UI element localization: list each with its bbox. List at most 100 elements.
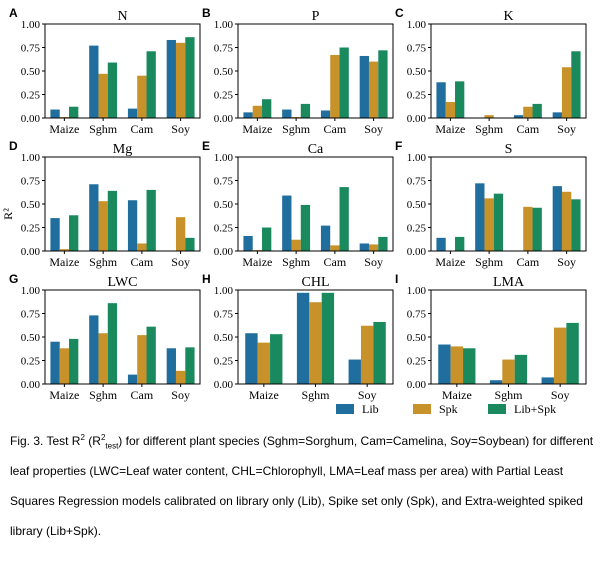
x-tick-label-cam: Cam [131,122,154,136]
y-tick-label: 1.00 [21,19,41,31]
y-tick-label: 0.00 [407,246,427,258]
bar-lib-cam [127,200,138,251]
y-tick-label: 1.00 [21,152,41,164]
panel-letter-f: F [395,139,402,153]
x-tick-label-maize: Maize [49,122,79,136]
panel-a: A N 0.00 0.25 0.50 0.75 1.00 Maize Sghm Cam Soy [9,6,201,136]
caption-part-3: ) for different plant species (Sghm=Sorg… [10,434,594,538]
y-tick-label: 0.75 [21,43,41,55]
y-tick-label: 0.25 [21,223,41,235]
bar-lib-maize [438,344,451,384]
bar-lib-cam [127,374,138,384]
panel-c: C K 0.00 0.25 0.50 0.75 1.00 Maize Sghm Cam Soy [395,6,587,136]
bar-lib-maize [436,82,446,118]
panel-title-c: K [503,9,513,24]
y-tick-label: 0.00 [214,113,234,125]
bar-spk-soy [360,325,374,384]
bar-lib-maize [245,333,258,384]
legend-swatch-lib [336,404,354,414]
bar-lib-spk-maize [455,236,465,251]
legend-label-spk: Spk [439,402,458,416]
x-tick-label-sghm: Sghm [475,122,504,136]
bar-lib-spk-sghm [107,190,118,251]
y-tick-label: 0.25 [214,90,234,102]
bar-spk-soy [175,217,186,251]
bar-lib-spk-cam [339,187,349,251]
bar-spk-soy [561,67,572,118]
x-tick-label-cam: Cam [324,122,347,136]
bar-lib-sghm [89,184,99,251]
y-tick-label: 0.25 [21,356,41,368]
x-tick-label-sghm: Sghm [301,388,330,402]
bar-lib-spk-maize [69,338,79,384]
bar-lib-maize [50,218,60,251]
x-tick-label-cam: Cam [517,122,540,136]
bar-lib-spk-sghm [107,303,118,384]
y-tick-label: 0.00 [214,379,234,391]
bar-lib-maize [243,235,253,251]
x-tick-label-cam: Cam [324,255,347,269]
bar-spk-maize [59,348,70,384]
y-tick-label: 1.00 [21,285,41,297]
bar-spk-maize [59,249,70,251]
plot-frame [237,23,394,119]
x-tick-label-maize: Maize [49,388,79,402]
plot-frame [430,156,587,252]
legend-label-lib: Lib [362,402,379,416]
bar-lib-spk-cam [532,207,542,251]
plot-frame [237,156,394,252]
panel-title-h: CHL [302,275,330,290]
y-tick-label: 0.50 [214,332,234,344]
x-tick-label-cam: Cam [517,255,540,269]
bar-lib-spk-maize [69,215,79,251]
panel-title-d: Mg [113,142,132,157]
bar-lib-spk-maize [69,106,79,118]
x-tick-label-cam: Cam [131,255,154,269]
panel-title-i: LMA [493,275,525,290]
bar-lib-spk-cam [146,51,156,119]
bar-spk-maize [257,342,271,384]
bar-lib-spk-soy [185,237,195,251]
x-tick-label-sghm: Sghm [282,255,311,269]
bar-lib-soy [348,359,361,384]
y-tick-label: 0.50 [214,199,234,211]
panel-title-e: Ca [308,142,324,157]
bar-spk-cam [137,75,147,118]
y-tick-label: 0.50 [21,332,41,344]
bar-lib-spk-sghm [514,354,528,384]
bar-lib-spk-maize [455,81,465,118]
y-tick-label: 0.00 [21,246,41,258]
legend-swatch-lib-spk [488,404,506,414]
bar-spk-cam [330,55,340,118]
bar-spk-sghm [98,201,108,251]
x-tick-label-soy: Soy [557,122,576,136]
bar-lib-soy [541,377,554,384]
bar-lib-maize [50,109,60,118]
y-tick-label: 0.75 [407,309,427,321]
bar-lib-spk-maize [463,348,476,384]
bar-lib-sghm [89,45,99,119]
y-tick-label: 0.00 [407,113,427,125]
bar-lib-spk-soy [571,51,581,119]
y-tick-label: 0.75 [214,176,234,188]
panel-letter-a: A [9,6,18,20]
panel-letter-g: G [9,272,18,286]
y-tick-label: 0.50 [407,332,427,344]
bar-spk-soy [368,244,379,251]
panel-f: F S 0.00 0.25 0.50 0.75 1.00 Maize Sghm Cam Soy [395,139,587,269]
y-tick-label: 0.25 [214,356,234,368]
caption-part-1: Fig. 3. Test R [10,434,81,448]
figure-caption: Fig. 3. Test R2 (R2test) for different p… [10,426,594,546]
panel-h: H CHL 0.00 0.25 0.50 0.75 1.00 Maize Sghm Soy [202,272,394,402]
y-tick-label: 0.75 [214,309,234,321]
x-tick-label-soy: Soy [358,388,377,402]
caption-part-2: (R [84,434,101,448]
plot-frame [430,289,587,385]
bar-lib-cam [513,115,524,118]
y-tick-label: 0.25 [407,90,427,102]
x-tick-label-sghm: Sghm [282,122,311,136]
bar-spk-sghm [309,302,322,384]
y-tick-label: 0.25 [407,356,427,368]
bar-spk-sghm [484,198,494,251]
bar-lib-maize [243,112,253,118]
